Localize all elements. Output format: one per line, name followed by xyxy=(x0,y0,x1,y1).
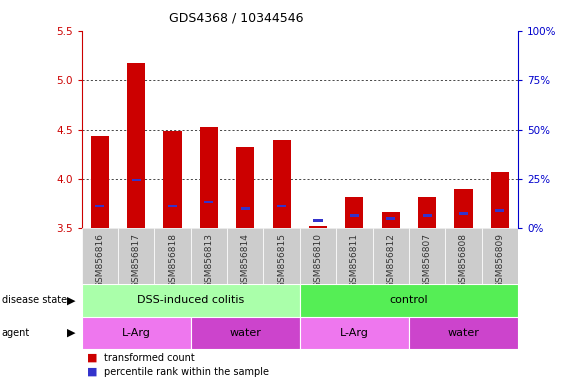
Text: ▶: ▶ xyxy=(67,328,76,338)
Bar xyxy=(227,228,263,284)
Text: ■: ■ xyxy=(87,353,98,363)
Text: transformed count: transformed count xyxy=(104,353,195,363)
Text: GSM856815: GSM856815 xyxy=(277,233,286,288)
Text: GDS4368 / 10344546: GDS4368 / 10344546 xyxy=(169,12,303,25)
Bar xyxy=(459,212,468,215)
Text: GSM856808: GSM856808 xyxy=(459,233,468,288)
Bar xyxy=(132,179,141,181)
Text: GSM856811: GSM856811 xyxy=(350,233,359,288)
Bar xyxy=(491,172,509,228)
Text: GSM856814: GSM856814 xyxy=(241,233,250,288)
Bar xyxy=(241,207,250,210)
Bar xyxy=(382,212,400,228)
Bar xyxy=(263,228,300,284)
Text: percentile rank within the sample: percentile rank within the sample xyxy=(104,367,269,377)
Text: GSM856817: GSM856817 xyxy=(132,233,141,288)
Bar xyxy=(350,214,359,217)
Bar xyxy=(163,131,182,228)
Bar xyxy=(495,209,504,212)
Text: control: control xyxy=(390,295,428,306)
Text: ▶: ▶ xyxy=(67,295,76,306)
Bar xyxy=(82,228,118,284)
Bar xyxy=(386,217,395,220)
Bar xyxy=(445,228,481,284)
Bar xyxy=(345,197,364,228)
Bar xyxy=(300,284,518,317)
Bar xyxy=(82,317,191,349)
Text: GSM856813: GSM856813 xyxy=(204,233,213,288)
Bar xyxy=(309,225,327,228)
Bar xyxy=(191,228,227,284)
Text: water: water xyxy=(229,328,261,338)
Text: GSM856810: GSM856810 xyxy=(314,233,323,288)
Bar xyxy=(409,317,518,349)
Bar xyxy=(236,147,254,228)
Text: ■: ■ xyxy=(87,367,98,377)
Bar xyxy=(191,317,300,349)
Text: GSM856816: GSM856816 xyxy=(95,233,104,288)
Bar xyxy=(336,228,373,284)
Bar xyxy=(314,219,323,222)
Bar xyxy=(127,63,145,228)
Text: water: water xyxy=(448,328,479,338)
Text: disease state: disease state xyxy=(2,295,67,306)
Bar xyxy=(272,141,291,228)
Bar xyxy=(118,228,154,284)
Bar xyxy=(204,200,213,203)
Text: agent: agent xyxy=(2,328,30,338)
Text: L-Arg: L-Arg xyxy=(340,328,369,338)
Bar xyxy=(409,228,445,284)
Bar xyxy=(373,228,409,284)
Bar xyxy=(418,197,436,228)
Text: GSM856807: GSM856807 xyxy=(423,233,432,288)
Text: GSM856809: GSM856809 xyxy=(495,233,504,288)
Text: GSM856812: GSM856812 xyxy=(386,233,395,288)
Bar xyxy=(82,284,300,317)
Bar xyxy=(154,228,191,284)
Bar xyxy=(168,205,177,207)
Bar xyxy=(300,317,409,349)
Bar xyxy=(277,205,286,207)
Bar xyxy=(300,228,336,284)
Bar xyxy=(95,205,104,207)
Text: GSM856818: GSM856818 xyxy=(168,233,177,288)
Bar xyxy=(481,228,518,284)
Text: L-Arg: L-Arg xyxy=(122,328,151,338)
Bar xyxy=(91,136,109,228)
Text: DSS-induced colitis: DSS-induced colitis xyxy=(137,295,244,306)
Bar xyxy=(422,214,432,217)
Bar xyxy=(200,127,218,228)
Bar xyxy=(454,189,472,228)
